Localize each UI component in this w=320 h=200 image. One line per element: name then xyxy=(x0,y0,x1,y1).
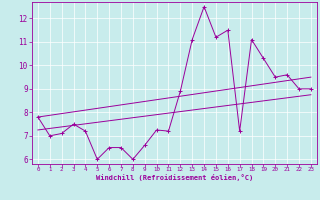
X-axis label: Windchill (Refroidissement éolien,°C): Windchill (Refroidissement éolien,°C) xyxy=(96,174,253,181)
